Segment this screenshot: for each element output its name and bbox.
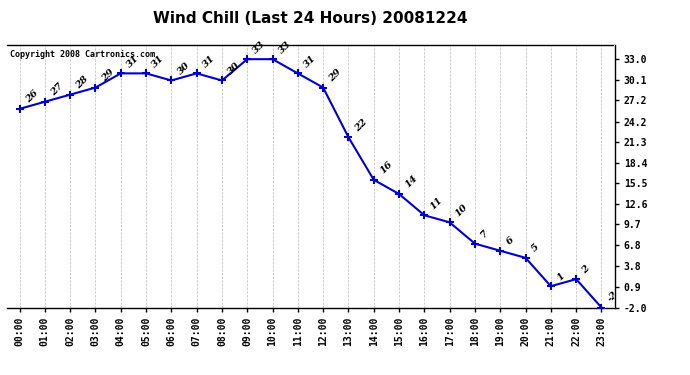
Text: 30: 30 xyxy=(175,60,191,76)
Text: 28: 28 xyxy=(75,75,90,90)
Text: 27: 27 xyxy=(49,82,65,98)
Text: 33: 33 xyxy=(251,39,267,55)
Text: 1: 1 xyxy=(555,271,566,282)
Text: 31: 31 xyxy=(302,53,318,69)
Text: 2: 2 xyxy=(580,264,591,275)
Text: 31: 31 xyxy=(125,53,141,69)
Text: Copyright 2008 Cartronics.com: Copyright 2008 Cartronics.com xyxy=(10,50,155,59)
Text: 6: 6 xyxy=(504,236,515,247)
Text: 22: 22 xyxy=(353,117,368,133)
Text: -2: -2 xyxy=(606,290,620,303)
Text: 33: 33 xyxy=(277,39,293,55)
Text: 30: 30 xyxy=(226,60,242,76)
Text: 14: 14 xyxy=(403,174,419,190)
Text: 7: 7 xyxy=(479,228,491,240)
Text: 29: 29 xyxy=(99,68,115,83)
Text: 31: 31 xyxy=(201,53,217,69)
Text: 10: 10 xyxy=(454,202,470,218)
Text: 26: 26 xyxy=(23,89,39,105)
Text: Wind Chill (Last 24 Hours) 20081224: Wind Chill (Last 24 Hours) 20081224 xyxy=(153,11,468,26)
Text: 31: 31 xyxy=(150,53,166,69)
Text: 5: 5 xyxy=(530,243,541,254)
Text: 11: 11 xyxy=(428,195,444,211)
Text: 29: 29 xyxy=(327,68,343,83)
Text: 16: 16 xyxy=(378,160,394,176)
